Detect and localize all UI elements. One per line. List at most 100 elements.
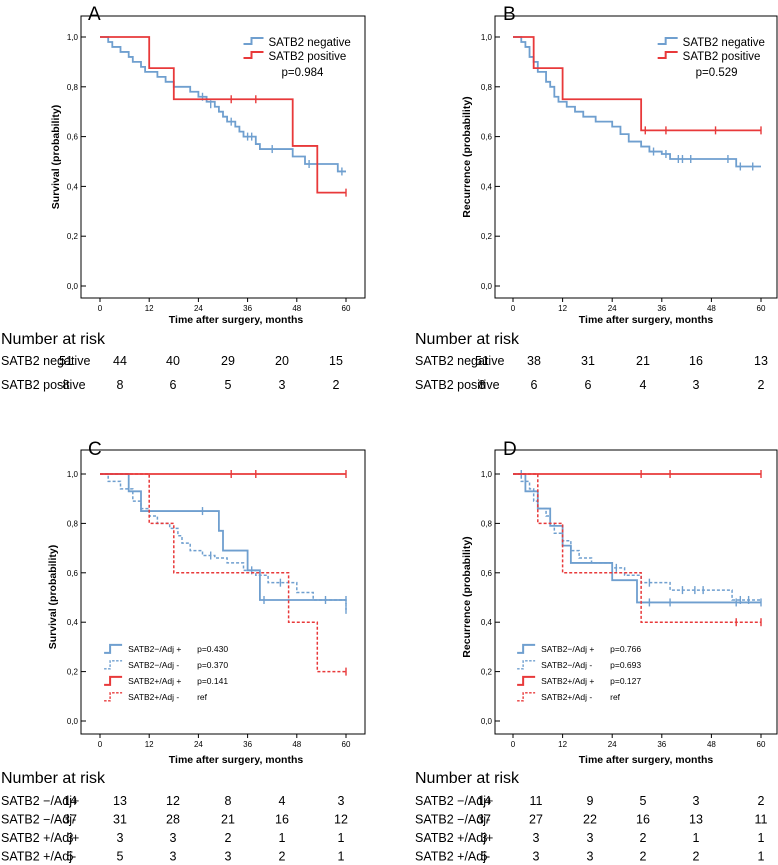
risk-row-value: 5: [225, 378, 232, 392]
x-tick-label: 36: [243, 304, 252, 313]
legend-swatch: [657, 37, 678, 45]
risk-row-value: 40: [166, 354, 180, 368]
legend-label: SATB2−/Adj +: [128, 644, 181, 654]
risk-row-label: SATB2 negative: [1, 354, 90, 368]
panel-letter: B: [503, 4, 516, 25]
risk-row-value: 1: [758, 850, 765, 864]
risk-row-value: 1: [338, 850, 345, 864]
risk-row-value: 13: [113, 794, 127, 808]
risk-row-value: 4: [640, 378, 647, 392]
risk-row-value: 3: [170, 831, 177, 845]
risk-row-value: 29: [221, 354, 235, 368]
risk-row-value: 12: [334, 813, 348, 827]
risk-row-value: 9: [587, 794, 594, 808]
risk-row-label: SATB2 −/Adj-: [1, 813, 76, 827]
x-tick-label: 12: [558, 740, 567, 749]
x-tick-label: 60: [342, 304, 351, 313]
y-tick-label: 1,0: [67, 470, 79, 479]
risk-row-value: 5: [481, 850, 488, 864]
risk-row-value: 2: [279, 850, 286, 864]
risk-row-value: 11: [755, 813, 768, 827]
risk-row-value: 3: [338, 794, 345, 808]
risk-row-value: 1: [279, 831, 286, 845]
risk-row-label: SATB2 negative: [415, 354, 504, 368]
risk-row-value: 16: [636, 813, 650, 827]
risk-row-value: 2: [758, 794, 765, 808]
survival-curve: [513, 473, 761, 604]
legend-swatch: [517, 692, 536, 702]
risk-row-value: 5: [640, 794, 647, 808]
y-tick-label: 0,0: [67, 717, 79, 726]
y-tick-label: 0,2: [481, 668, 493, 677]
y-axis-title: Survival (probability): [47, 545, 59, 649]
x-tick-label: 0: [511, 740, 516, 749]
legend-label: SATB2+/Adj +: [541, 676, 594, 686]
risk-table-title: Number at risk: [1, 331, 106, 348]
legend-pvalue: p=0.766: [610, 644, 641, 654]
x-tick-label: 36: [657, 740, 666, 749]
survival-curve: [100, 36, 346, 194]
y-tick-label: 0,4: [481, 618, 493, 627]
risk-table-title: Number at risk: [415, 770, 520, 787]
x-tick-label: 48: [707, 740, 716, 749]
survival-curve: [513, 473, 761, 601]
risk-row-value: 31: [113, 813, 127, 827]
y-tick-label: 0,6: [67, 133, 79, 142]
risk-row-value: 21: [221, 813, 235, 827]
x-tick-label: 24: [608, 304, 617, 313]
risk-row-label: SATB2 +/Adj-: [1, 850, 76, 864]
legend-swatch: [243, 37, 264, 45]
y-tick-label: 1,0: [67, 33, 79, 42]
panel-c: C 0,0 0,2 0,4 0,6 0,8 1,0 0 12 24 36 48 60 Time after…: [47, 439, 366, 766]
risk-row-value: 31: [581, 354, 595, 368]
risk-row-value: 13: [689, 813, 703, 827]
x-tick-label: 48: [292, 740, 301, 749]
risk-row-value: 27: [529, 813, 543, 827]
legend-swatch: [104, 660, 123, 670]
risk-row-value: 3: [117, 831, 124, 845]
panel-letter: D: [503, 439, 517, 460]
risk-row-value: 44: [113, 354, 127, 368]
risk-row-value: 3: [67, 831, 74, 845]
risk-row-value: 37: [477, 813, 491, 827]
survival-curve: [100, 473, 346, 673]
risk-row-value: 13: [754, 354, 768, 368]
panel-b: B 0,0 0,2 0,4 0,6 0,8 1,0 0 12 24 36 48 60 Time after…: [461, 4, 778, 326]
risk-row-value: 8: [225, 794, 232, 808]
risk-row-value: 11: [530, 794, 543, 808]
legend-swatch: [104, 692, 123, 702]
x-tick-label: 48: [707, 304, 716, 313]
legend-pvalue: ref: [197, 692, 208, 702]
x-tick-label: 0: [511, 304, 516, 313]
risk-row-label: SATB2 −/Adj-: [415, 813, 490, 827]
legend-label: SATB2−/Adj -: [541, 660, 592, 670]
legend-pvalue: p=0.693: [610, 660, 641, 670]
y-tick-label: 0,6: [481, 133, 493, 142]
risk-row-value: 2: [640, 850, 647, 864]
risk-row-value: 4: [279, 794, 286, 808]
risk-row-label: SATB2 positive: [1, 378, 86, 392]
y-tick-label: 0,2: [67, 232, 79, 241]
legend-label: SATB2−/Adj -: [128, 660, 179, 670]
legend-pvalue: ref: [610, 692, 621, 702]
legend-label: SATB2 negative: [269, 37, 351, 49]
risk-row-label: SATB2 positive: [415, 378, 500, 392]
legend-label: SATB2 negative: [683, 37, 765, 49]
risk-table-title: Number at risk: [415, 331, 520, 348]
x-tick-label: 12: [145, 304, 154, 313]
risk-row-label: SATB2 +/Adj+: [1, 831, 79, 845]
x-tick-label: 60: [342, 740, 351, 749]
legend-label: SATB2+/Adj -: [541, 692, 592, 702]
y-tick-label: 1,0: [481, 470, 493, 479]
legend-pvalue: p=0.430: [197, 644, 228, 654]
y-tick-label: 0,6: [67, 569, 79, 578]
plot-frame: [494, 449, 778, 735]
legend-swatch: [243, 51, 264, 59]
y-axis-title: Recurrence (probability): [461, 96, 473, 217]
risk-row-value: 8: [63, 378, 70, 392]
legend-swatch: [517, 643, 536, 654]
y-tick-label: 0,8: [481, 83, 493, 92]
risk-row-value: 16: [275, 813, 289, 827]
risk-row-value: 28: [166, 813, 180, 827]
